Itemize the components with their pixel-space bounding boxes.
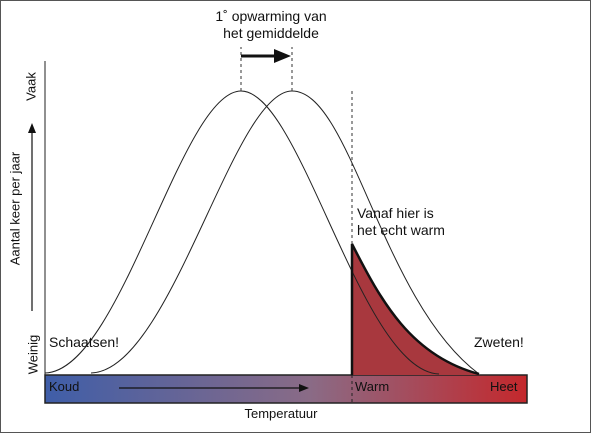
y-axis-title: Aantal keer per jaar — [7, 151, 23, 266]
warming-shift-label-line2: het gemiddelde — [223, 25, 319, 41]
threshold-label: Vanaf hier is het echt warm — [357, 205, 445, 239]
temperature-bar — [44, 374, 528, 404]
shift-arrow-icon — [241, 49, 291, 63]
temperature-arrow-icon — [119, 384, 309, 392]
hot-area — [352, 244, 479, 375]
hot-label: Heet — [490, 379, 518, 394]
hot-area-outline — [350, 243, 480, 376]
cold-label: Koud — [49, 379, 80, 394]
y-low-label: Weinig — [25, 334, 41, 375]
threshold-label-line1: Vanaf hier is — [357, 205, 434, 221]
hot-extreme-label: Zweten! — [474, 334, 524, 350]
shifted-distribution-curve — [90, 90, 480, 375]
cold-extreme-label: Schaatsen! — [49, 334, 120, 350]
y-high-label: Vaak — [23, 72, 39, 101]
x-axis-title: Temperatuur — [244, 406, 318, 421]
warming-shift-label: 1˚ opwarming van het gemiddelde — [191, 8, 351, 42]
warm-label: Warm — [355, 379, 390, 394]
warming-shift-label-line1: 1˚ opwarming van — [215, 8, 327, 24]
threshold-label-line2: het echt warm — [357, 222, 445, 238]
y-axis-arrow-icon — [28, 123, 36, 311]
